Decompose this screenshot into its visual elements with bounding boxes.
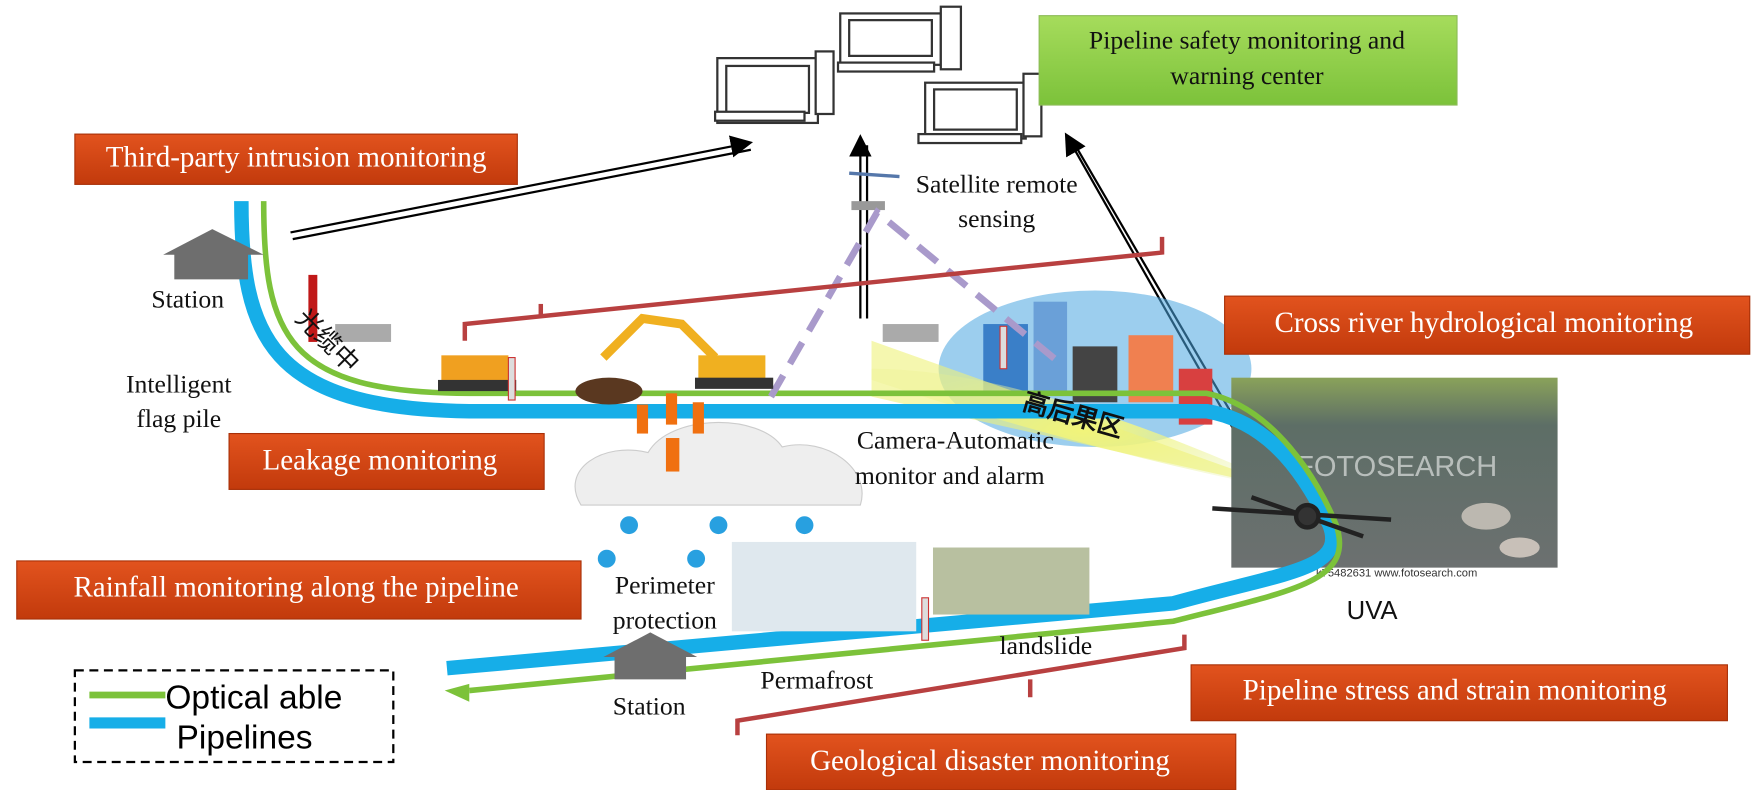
place-label: Permafrost <box>760 666 873 695</box>
monitor-label: Leakage monitoring <box>263 444 498 476</box>
place-label: monitor and alarm <box>855 461 1045 490</box>
legend-label: Pipelines <box>177 720 313 757</box>
equipment <box>308 274 1008 641</box>
rock <box>1499 537 1540 558</box>
watermark: FOTOSEARCH <box>1296 451 1497 483</box>
brackets <box>462 236 1187 736</box>
place-label: Perimeter <box>615 571 715 600</box>
satellite <box>849 171 900 211</box>
center-label: warning center <box>1170 61 1324 90</box>
monitor-label: Cross river hydrological monitoring <box>1274 307 1693 339</box>
houses <box>163 229 698 680</box>
pipelines <box>234 201 1343 702</box>
place-label: landslide <box>999 631 1092 660</box>
place-label: Camera-Automatic <box>857 425 1054 454</box>
snow-photo <box>731 541 917 632</box>
river-photo <box>1231 377 1558 568</box>
monitor-label: Geological disaster monitoring <box>810 745 1170 777</box>
place-label: sensing <box>958 204 1035 233</box>
center-box <box>1038 15 1458 106</box>
rock <box>1461 502 1511 530</box>
monitor-boxes <box>16 133 1751 790</box>
place-label: protection <box>613 605 717 634</box>
place-label: Station <box>613 691 686 720</box>
computers <box>713 5 1043 145</box>
monitor-label: Third-party intrusion monitoring <box>106 141 487 173</box>
satellite-link <box>768 207 1059 399</box>
legend-box <box>73 669 395 764</box>
legend-label: Optical able <box>165 679 342 716</box>
drone <box>1212 495 1392 539</box>
workers <box>636 393 704 472</box>
place-label: Station <box>151 285 224 314</box>
center-label: Pipeline safety monitoring and <box>1089 25 1405 54</box>
place-label: flag pile <box>136 404 221 433</box>
monitor-label: Pipeline stress and strain monitoring <box>1243 674 1667 706</box>
monitor-label: Rainfall monitoring along the pipeline <box>73 572 518 604</box>
place-label: UVA <box>1347 597 1399 625</box>
landslide-photo <box>932 547 1090 615</box>
place-label: Intelligent <box>126 370 232 399</box>
cloud <box>574 421 863 506</box>
place-label: Satellite remote <box>916 170 1078 199</box>
photo-credit: k75482631 www.fotosearch.com <box>1316 568 1477 580</box>
